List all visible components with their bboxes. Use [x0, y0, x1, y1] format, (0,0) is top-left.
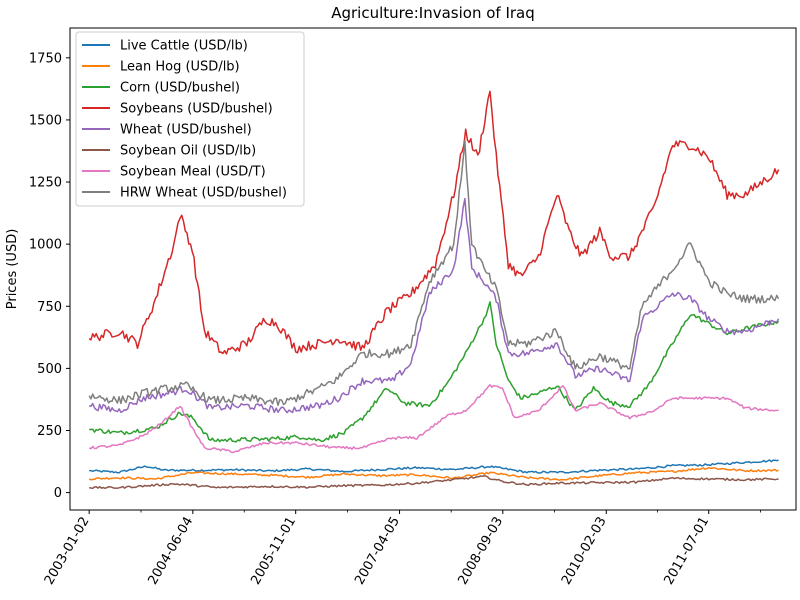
- series-line-7: [88, 140, 780, 407]
- legend-label: Corn (USD/bushel): [120, 81, 240, 96]
- series-line-2: [89, 301, 780, 443]
- legend-label: Lean Hog (USD/lb): [120, 60, 240, 75]
- legend: Live Cattle (USD/lb) Lean Hog (USD/lb) Cor…: [75, 31, 305, 207]
- legend-label: HRW Wheat (USD/bushel): [120, 186, 287, 201]
- x-tick-label: 2011-07-01: [661, 515, 712, 588]
- chart-title: Agriculture:Invasion of Iraq: [331, 4, 535, 22]
- legend-label: Live Cattle (USD/lb): [120, 39, 248, 54]
- legend-label: Soybeans (USD/bushel): [120, 102, 273, 117]
- y-tick-label: 1000: [29, 238, 62, 253]
- x-tick-label: 2004-06-04: [146, 515, 197, 588]
- y-tick-label: 750: [37, 300, 62, 315]
- series-line-5: [89, 475, 779, 490]
- x-tick-label: 2005-11-01: [248, 515, 299, 588]
- series-line-1: [88, 467, 779, 482]
- x-tick-label: 2010-02-03: [559, 515, 610, 588]
- legend-label: Wheat (USD/bushel): [120, 123, 252, 138]
- y-tick-label: 1250: [29, 176, 62, 191]
- y-axis-label: Prices (USD): [5, 229, 20, 310]
- x-tick-label: 2003-01-02: [42, 515, 93, 588]
- x-tick-label: 2008-09-03: [455, 515, 506, 588]
- series-line-6: [88, 384, 779, 454]
- legend-label: Soybean Oil (USD/lb): [120, 144, 256, 159]
- plot-area: [88, 90, 780, 490]
- series-line-0: [89, 459, 779, 474]
- y-tick-label: 1750: [29, 51, 62, 66]
- y-tick-label: 0: [54, 486, 62, 501]
- legend-label: Soybean Meal (USD/T): [120, 165, 266, 180]
- legend-box: [75, 31, 305, 207]
- plot-frame: [69, 27, 797, 511]
- x-tick-label: 2007-04-05: [352, 515, 403, 588]
- series-line-4: [88, 197, 780, 414]
- y-tick-label: 500: [37, 362, 62, 377]
- series-line-3: [88, 90, 780, 355]
- y-tick-label: 1500: [29, 113, 62, 128]
- y-tick-label: 250: [37, 424, 62, 439]
